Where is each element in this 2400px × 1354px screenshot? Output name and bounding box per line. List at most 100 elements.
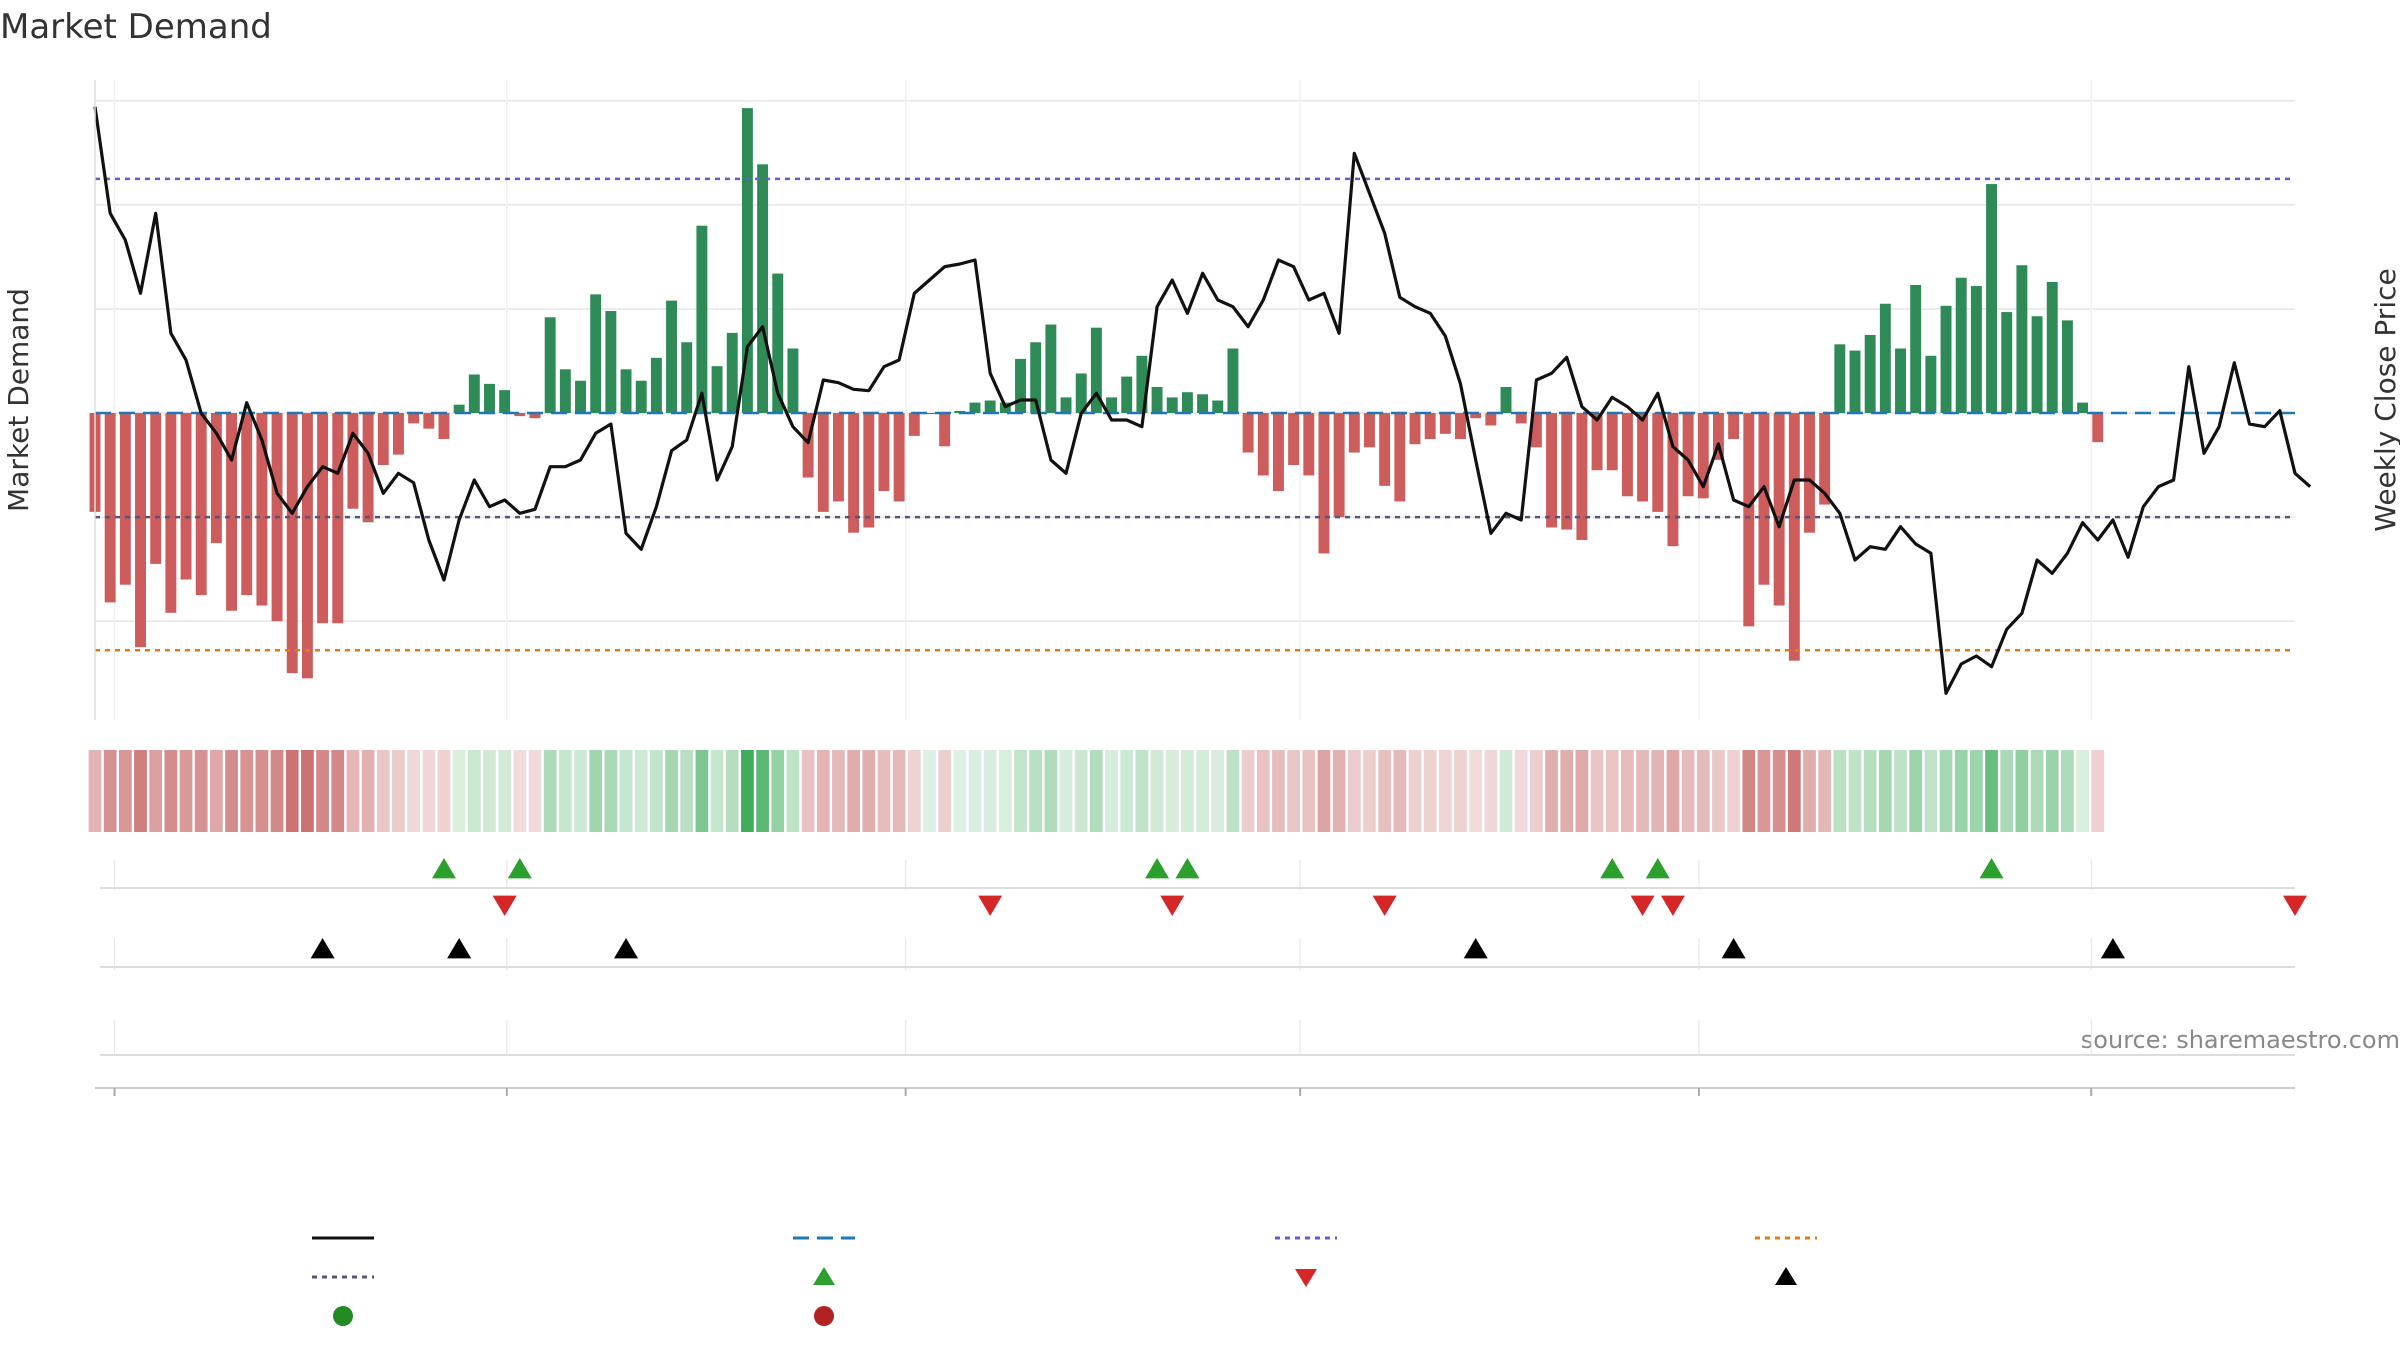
demand-bar [1819, 413, 1831, 505]
heat-cell [240, 750, 254, 832]
heat-cell [1818, 750, 1832, 832]
demand-bar [1606, 413, 1618, 471]
heat-cell [938, 750, 952, 832]
event-markers [100, 858, 2307, 1056]
demand-bar [1864, 334, 1876, 414]
heat-cell [407, 750, 420, 832]
heat-cell [1438, 750, 1452, 832]
heat-cell [786, 750, 800, 832]
heat-cell [1150, 750, 1164, 832]
reference-lines [95, 177, 2295, 652]
heat-cell [1970, 750, 1983, 832]
heat-cell [604, 750, 618, 832]
heat-cell [1605, 750, 1619, 832]
heat-cell [923, 750, 936, 832]
price-cross-marker [1721, 938, 1746, 959]
heat-cell [1590, 750, 1604, 832]
demand-bar [1712, 413, 1724, 460]
heat-cell [1681, 750, 1695, 832]
demand-bar [559, 369, 571, 414]
demand-bar [484, 383, 495, 414]
heat-cell [331, 750, 345, 832]
demand-bar [1986, 184, 1998, 414]
demand-bar [1424, 413, 1436, 440]
demand-bar [772, 273, 784, 414]
heat-cell [1985, 750, 1998, 832]
heat-cell [907, 750, 921, 832]
demand-bar [347, 413, 359, 509]
demand-bar [1652, 413, 1664, 512]
heat-cell [877, 750, 891, 832]
demand-bar [1834, 344, 1846, 414]
heat-cell [968, 750, 982, 832]
heat-cell [194, 750, 208, 832]
demand-bar [1288, 413, 1300, 466]
heat-cell [1575, 750, 1589, 832]
heat-cell [2015, 750, 2029, 832]
price-cross-marker [614, 938, 639, 959]
demand-bar [514, 413, 526, 417]
demand-bar [377, 413, 389, 466]
heat-cell [301, 750, 314, 832]
demand-bars [89, 108, 2104, 679]
heat-cell [801, 750, 815, 832]
demand-bar [2031, 316, 2043, 414]
demand-bar [757, 164, 769, 414]
demand-bar [301, 413, 313, 679]
demand-bar [1409, 413, 1421, 445]
heat-cell [1423, 750, 1437, 832]
heat-cell [164, 750, 178, 832]
heat-cell [1014, 750, 1027, 832]
demand-bar [1697, 413, 1709, 499]
demand-bar [1561, 413, 1573, 530]
heat-cell [1939, 750, 1953, 832]
heat-cell [847, 750, 860, 832]
heat-cell [665, 750, 678, 832]
demand-bar [1804, 413, 1815, 533]
demand-bar [741, 108, 753, 414]
legend-swatch [333, 1306, 353, 1326]
demand-bar [241, 413, 253, 596]
demand-bar [544, 317, 556, 414]
demand-bar [1166, 397, 1178, 414]
heat-cell [892, 750, 906, 832]
heat-cell [498, 750, 512, 832]
heat-cell [1211, 750, 1225, 832]
demand-bar [286, 413, 298, 674]
heat-cell [1241, 750, 1255, 832]
demand-bar [1181, 392, 1193, 414]
heat-cell [1757, 750, 1771, 832]
demand-bar [969, 402, 981, 414]
demand-bar [1333, 413, 1345, 518]
demand-bar [635, 380, 647, 414]
heat-cell [1454, 750, 1467, 832]
legend [312, 1236, 1817, 1326]
flip-down-marker [1660, 895, 1685, 916]
flip-up-marker [1175, 858, 1200, 879]
heat-cell [1196, 750, 1209, 832]
heat-cell [1514, 750, 1528, 832]
demand-bar [1682, 413, 1694, 497]
heat-cell [832, 750, 845, 832]
demand-bar [2046, 281, 2058, 414]
flip-down-marker [1372, 895, 1397, 916]
demand-bar [1955, 277, 1967, 414]
heat-cell [1863, 750, 1877, 832]
demand-bar [1576, 413, 1588, 540]
demand-bar [529, 413, 541, 419]
demand-bar [1106, 397, 1118, 414]
demand-bar [1895, 348, 1906, 414]
heat-cell [1636, 750, 1649, 832]
heat-cell [1135, 750, 1149, 832]
demand-bar [924, 413, 935, 415]
heat-cell [1105, 750, 1118, 832]
heat-cell [1878, 750, 1892, 832]
heat-cell [1924, 750, 1938, 832]
demand-bar [1455, 413, 1466, 440]
demand-bar [1530, 413, 1542, 448]
demand-bar [575, 380, 586, 414]
heat-cell [1317, 750, 1331, 832]
flip-up-marker [1145, 858, 1170, 879]
heat-cell [1287, 750, 1300, 832]
